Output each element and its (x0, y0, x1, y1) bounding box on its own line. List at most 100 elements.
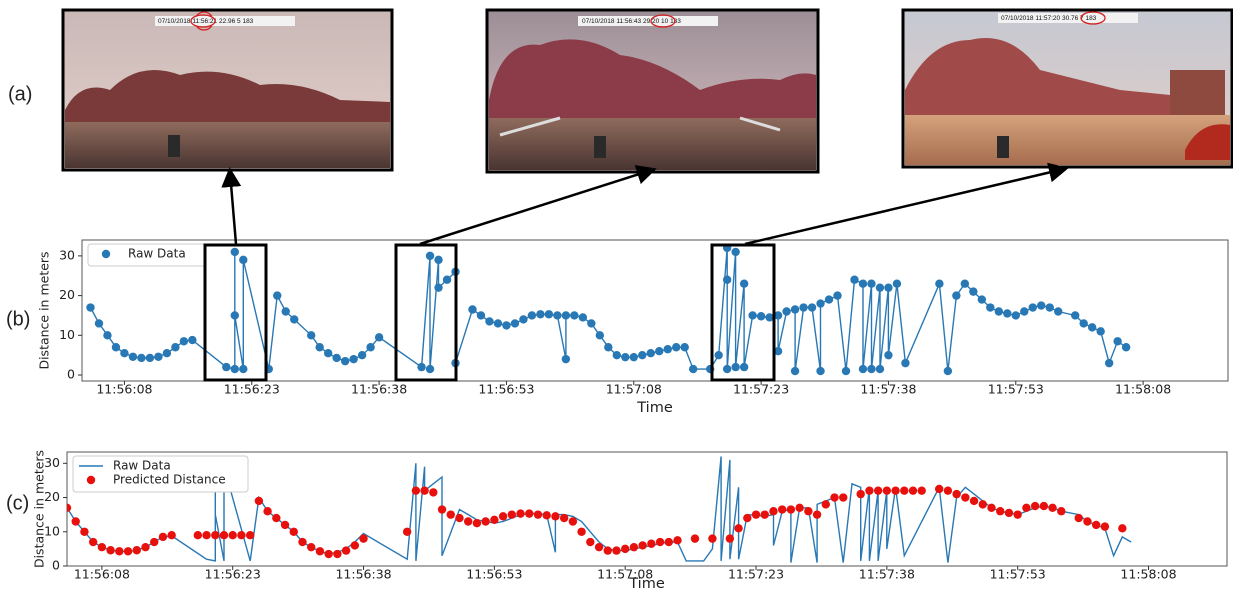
data-point (569, 517, 577, 525)
data-point (159, 533, 167, 541)
data-point (952, 291, 960, 299)
data-point (231, 311, 239, 319)
x-tick-label: 11:58:08 (1115, 382, 1171, 397)
data-point (630, 543, 638, 551)
data-point (655, 347, 663, 355)
data-point (246, 531, 254, 539)
data-point (656, 538, 664, 546)
data-point (477, 311, 485, 319)
x-tick-label: 11:57:38 (859, 567, 915, 582)
data-point (1020, 307, 1028, 315)
data-point (595, 543, 603, 551)
data-point (141, 543, 149, 551)
data-point (171, 343, 179, 351)
data-point (342, 546, 350, 554)
data-point (150, 538, 158, 546)
data-point (795, 504, 803, 512)
data-point (970, 497, 978, 505)
y-axis-title: Distance in meters (37, 251, 52, 369)
data-point (375, 333, 383, 341)
data-point (229, 531, 237, 539)
data-point (570, 311, 578, 319)
data-point (106, 546, 114, 554)
data-point (944, 486, 952, 494)
data-point (542, 511, 550, 519)
panel-label: (c) (6, 492, 29, 514)
data-point (1079, 319, 1087, 327)
data-point (787, 505, 795, 513)
data-point (494, 319, 502, 327)
data-point (255, 497, 263, 505)
data-point (816, 367, 824, 375)
data-point (1031, 502, 1039, 510)
data-point (434, 283, 442, 291)
data-point (884, 283, 892, 291)
y-axis-title: Distance in meters (32, 450, 47, 568)
data-point (1012, 311, 1020, 319)
data-point (103, 331, 111, 339)
data-point (961, 493, 969, 501)
data-point (944, 367, 952, 375)
x-tick-label: 11:56:08 (74, 567, 130, 582)
data-point (1037, 301, 1045, 309)
data-point (508, 510, 516, 518)
data-point (893, 279, 901, 287)
data-point (434, 256, 442, 264)
data-point (909, 486, 917, 494)
legend-label: Raw Data (113, 459, 171, 473)
data-point (1048, 504, 1056, 512)
data-point (420, 486, 428, 494)
x-tick-label: 11:57:23 (728, 567, 784, 582)
data-point (876, 283, 884, 291)
data-point (282, 307, 290, 315)
data-point (891, 486, 899, 494)
x-tick-label: 11:56:53 (466, 567, 522, 582)
x-tick-label: 11:57:53 (990, 567, 1046, 582)
data-point (137, 354, 145, 362)
y-tick-label: 20 (59, 287, 75, 302)
data-point (290, 315, 298, 323)
data-point (647, 540, 655, 548)
data-point (349, 355, 357, 363)
x-tick-label: 11:57:53 (988, 382, 1044, 397)
data-point (307, 331, 315, 339)
data-point (901, 359, 909, 367)
y-tick-label: 30 (59, 247, 75, 262)
data-point (536, 310, 544, 318)
data-point (577, 528, 585, 536)
data-point (358, 351, 366, 359)
data-point (1054, 307, 1062, 315)
data-point (804, 507, 812, 515)
data-point (1083, 517, 1091, 525)
data-point (316, 547, 324, 555)
x-tick-label: 11:57:08 (606, 382, 662, 397)
photo (487, 10, 818, 172)
data-point (95, 319, 103, 327)
data-point (969, 287, 977, 295)
data-point (638, 541, 646, 549)
data-point (672, 343, 680, 351)
data-point (263, 507, 271, 515)
data-point (604, 343, 612, 351)
data-point (842, 367, 850, 375)
data-point (211, 531, 219, 539)
data-point (731, 363, 739, 371)
data-point (332, 354, 340, 362)
data-point (237, 531, 245, 539)
data-point (822, 500, 830, 508)
data-point (995, 307, 1003, 315)
data-point (1122, 343, 1130, 351)
data-point (638, 351, 646, 359)
data-point (115, 547, 123, 555)
legend-marker (102, 250, 110, 258)
x-tick-label: 11:56:38 (351, 382, 407, 397)
data-point (1005, 509, 1013, 517)
data-point (298, 538, 306, 546)
panel-label: (b) (6, 308, 30, 330)
y-tick-label: 10 (59, 327, 75, 342)
data-point (799, 303, 807, 311)
data-point (426, 365, 434, 373)
data-point (1118, 524, 1126, 532)
data-point (978, 295, 986, 303)
data-point (545, 310, 553, 318)
